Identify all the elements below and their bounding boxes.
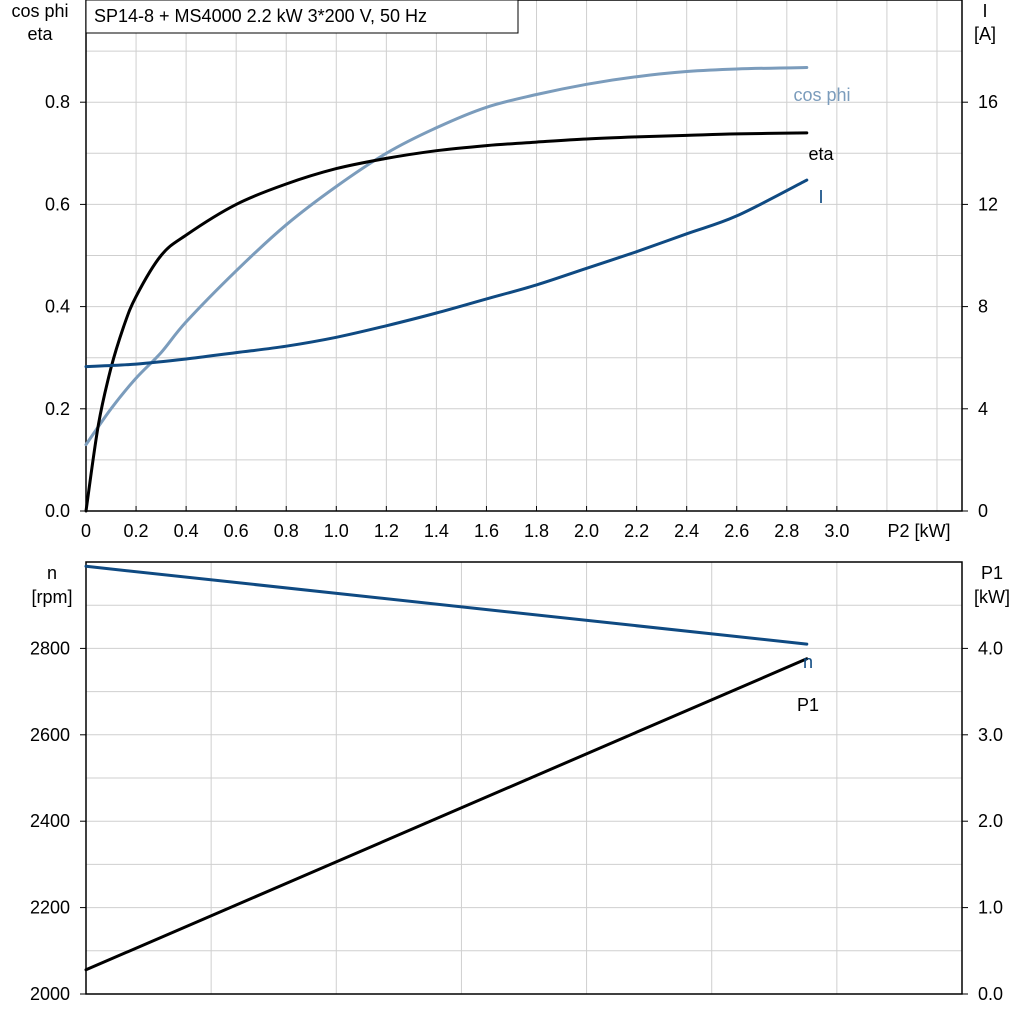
x-tick-label: 1.2	[374, 521, 399, 541]
x-tick-label: 0.6	[224, 521, 249, 541]
series-line-eta	[84, 131, 809, 513]
bottom-curves	[84, 564, 809, 972]
series-line-cos-phi	[84, 66, 809, 447]
top-grid	[86, 0, 962, 511]
top-left-axis-label-1: cos phi	[11, 1, 68, 21]
x-tick-label: 3.0	[824, 521, 849, 541]
x-tick-label: 1.8	[524, 521, 549, 541]
title-box	[85, 0, 519, 34]
y-left-tick-label: 0.8	[45, 92, 70, 112]
top-ticks: 0 0.2 0.4 0.6 0.8 1.0 1.2 1.4 1.6 1.8 2.0 2.2 2.4 2.6…	[45, 92, 998, 541]
x-tick-label: 0.2	[124, 521, 149, 541]
y-left-tick-label: 0.6	[45, 194, 70, 214]
bottom-right-axis-label-2: [kW]	[974, 587, 1010, 607]
y-left-tick-label: 0.0	[45, 501, 70, 521]
x-tick-label: 0	[81, 521, 91, 541]
x-axis-label: P2 [kW]	[887, 521, 950, 541]
y-left-tick-label: 0.2	[45, 399, 70, 419]
chart-title: SP14-8 + MS4000 2.2 kW 3*200 V, 50 Hz	[94, 6, 427, 26]
series-label-p1: P1	[797, 695, 819, 715]
bottom-y-right-tick-label: 3.0	[978, 725, 1003, 745]
x-tick-label: 1.6	[474, 521, 499, 541]
bottom-y-left-tick-label: 2000	[30, 984, 70, 1004]
x-tick-label: 1.0	[324, 521, 349, 541]
bottom-y-left-tick-label: 2400	[30, 811, 70, 831]
series-line-i	[84, 178, 809, 369]
top-right-axis-label-2: [A]	[974, 24, 996, 44]
bottom-y-left-tick-label: 2200	[30, 898, 70, 918]
x-tick-label: 0.4	[174, 521, 199, 541]
top-plot-frame	[85, 0, 963, 512]
x-tick-label: 0.8	[274, 521, 299, 541]
top-left-axis-label-2: eta	[27, 24, 53, 44]
series-line-p1	[84, 657, 809, 972]
y-right-tick-label: 4	[978, 399, 988, 419]
y-left-tick-label: 0.4	[45, 297, 70, 317]
series-label-cos-phi: cos phi	[793, 85, 850, 105]
x-tick-label: 2.8	[774, 521, 799, 541]
bottom-left-axis-label-1: n	[47, 563, 57, 583]
series-label-n: n	[803, 652, 813, 672]
y-right-tick-label: 8	[978, 297, 988, 317]
x-tick-label: 1.4	[424, 521, 449, 541]
series-line-n	[84, 564, 809, 646]
y-right-tick-label: 0	[978, 501, 988, 521]
bottom-y-right-tick-label: 1.0	[978, 898, 1003, 918]
top-right-axis-label-1: I	[982, 1, 987, 21]
x-tick-label: 2.4	[674, 521, 699, 541]
y-right-tick-label: 12	[978, 194, 998, 214]
bottom-grid	[86, 562, 962, 994]
bottom-y-right-tick-label: 4.0	[978, 638, 1003, 658]
y-right-tick-label: 16	[978, 92, 998, 112]
bottom-y-right-tick-label: 2.0	[978, 811, 1003, 831]
bottom-y-right-tick-label: 0.0	[978, 984, 1003, 1004]
bottom-plot-frame	[85, 561, 963, 995]
bottom-right-axis-label-1: P1	[981, 563, 1003, 583]
x-tick-label: 2.2	[624, 521, 649, 541]
bottom-ticks: 2000 2200 2400 2600 2800 0.0 1.0 2.0 3.0 4.0	[30, 638, 1003, 1004]
series-label-eta: eta	[808, 144, 834, 164]
x-tick-label: 2.6	[724, 521, 749, 541]
bottom-left-axis-label-2: [rpm]	[31, 587, 72, 607]
series-label-current: I	[818, 187, 823, 207]
x-tick-label: 2.0	[574, 521, 599, 541]
top-curves	[84, 66, 809, 513]
bottom-y-left-tick-label: 2600	[30, 725, 70, 745]
bottom-y-left-tick-label: 2800	[30, 638, 70, 658]
